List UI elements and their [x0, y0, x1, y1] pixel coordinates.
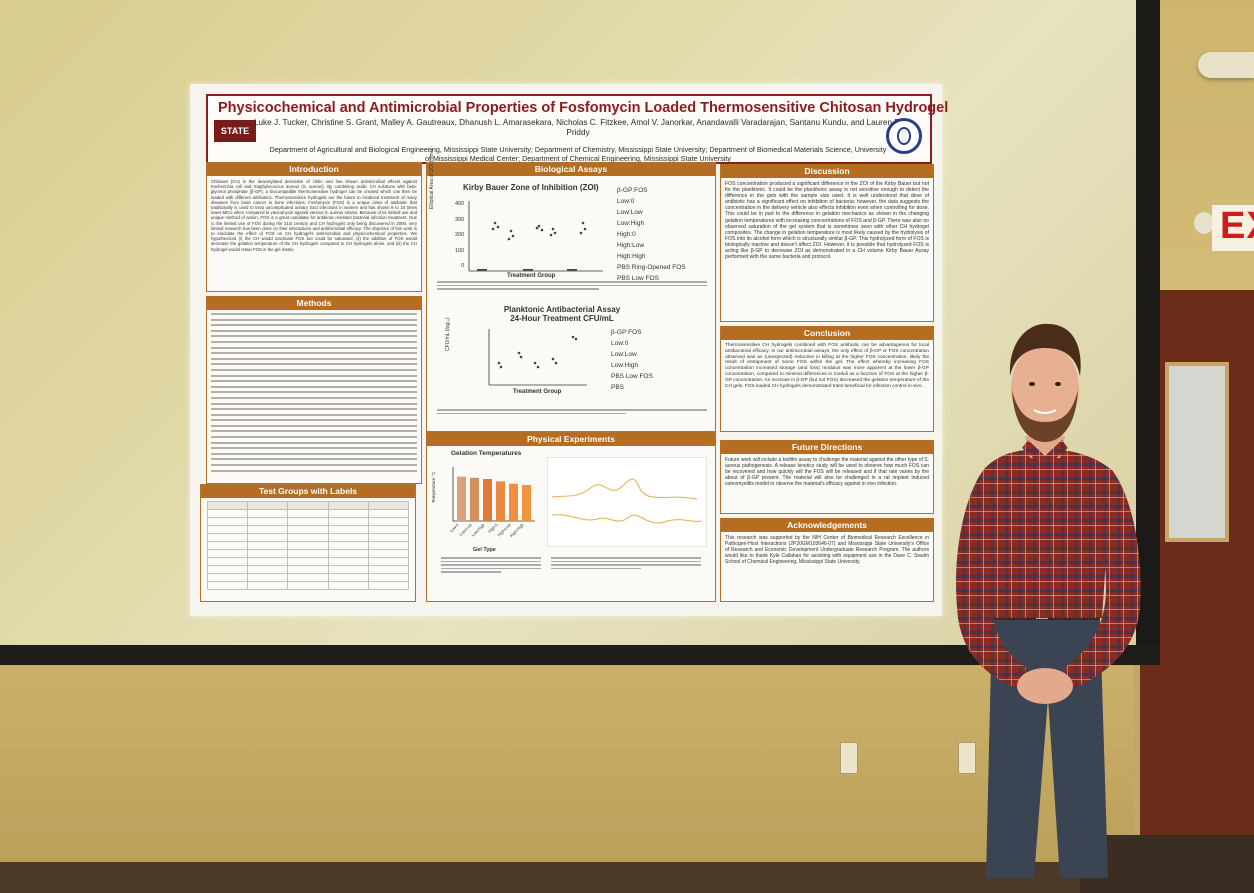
- legend-item: PBS Ring-Opened FOS: [617, 264, 686, 271]
- legend-item: Low:Low: [611, 351, 637, 358]
- gelation-bar: [457, 476, 466, 521]
- methods-text: [211, 313, 417, 472]
- zoi-legend: β-GP:FOS Low:0 Low:Low Low:High High:0 H…: [617, 185, 686, 284]
- gelation-axes: [452, 467, 535, 522]
- conclusion-text: Thermosensitive CH hydrogels combined wi…: [725, 343, 929, 389]
- section-heading: Introduction: [207, 163, 421, 176]
- acknowledgements-text: This research was supported by the NIH C…: [725, 535, 929, 565]
- legend-item: Low:0: [617, 198, 635, 205]
- wall-outlet: [840, 742, 858, 774]
- zoi-caption: [437, 281, 707, 291]
- gelation-bar: [470, 477, 479, 521]
- legend-item: High:0: [617, 231, 636, 238]
- ummc-logo: [886, 118, 922, 154]
- zoi-y-label: Elliptical Area of ZOI (mm²): [429, 148, 435, 209]
- physical-experiments-panel: Physical Experiments Gelation Temperatur…: [426, 432, 716, 602]
- acknowledgements-panel: Acknowledgements This research was suppo…: [720, 518, 934, 602]
- cfu-x-label: Treatment Group: [513, 389, 562, 395]
- screen-bottom-bar: [0, 645, 1160, 665]
- zoi-chart: [468, 201, 603, 272]
- ceiling-light: [1198, 52, 1254, 78]
- poster-title: Physicochemical and Antimicrobial Proper…: [218, 100, 949, 116]
- cfu-chart: [488, 329, 587, 386]
- zoi-y-ticks: 400 300 200 100 0: [455, 197, 464, 275]
- ftir-caption: [551, 557, 701, 569]
- screen-frame: [1136, 0, 1160, 660]
- gelation-caption: [441, 557, 541, 573]
- legend-item: Low:0: [611, 340, 629, 347]
- cfu-legend: β-GP:FOS Low:0 Low:Low Low:High PBS Low …: [611, 327, 653, 393]
- gelation-bar: [522, 485, 531, 521]
- introduction-panel: Introduction Chitosan (CH) is the deacet…: [206, 162, 422, 292]
- y-tick: 300: [455, 216, 465, 223]
- gelation-bar: [483, 479, 492, 521]
- future-directions-panel: Future Directions Future work will inclu…: [720, 440, 934, 514]
- wall-fixture: [1194, 212, 1214, 234]
- gelation-bar: [496, 481, 505, 521]
- gelation-tick-label: Low:0: [449, 522, 461, 534]
- section-heading: Future Directions: [721, 441, 933, 454]
- discussion-text: FOS concentration produced a significant…: [725, 181, 929, 261]
- ftir-spectrum-chart: [547, 457, 707, 547]
- door-window: [1165, 362, 1229, 542]
- poster-authors: Luke J. Tucker, Christine S. Grant, Mall…: [253, 118, 903, 137]
- legend-item: Low:High: [617, 220, 645, 227]
- legend-item: PBS: [611, 384, 625, 391]
- y-tick: 400: [455, 201, 465, 207]
- legend-item: High:High: [617, 253, 646, 260]
- legend-item: PBS Low FOS: [617, 275, 659, 282]
- msu-logo: STATE: [214, 120, 256, 142]
- section-heading: Discussion: [721, 165, 933, 178]
- legend-item: Low:Low: [617, 209, 643, 216]
- legend-item: PBS Low FOS: [611, 373, 653, 380]
- baseboard: [0, 862, 1254, 893]
- floor: [1080, 835, 1254, 893]
- introduction-text: Chitosan (CH) is the deacetylated deriva…: [211, 179, 417, 252]
- section-heading: Methods: [207, 297, 421, 310]
- cfu-caption: [437, 409, 707, 419]
- y-tick: 200: [455, 232, 465, 238]
- zoi-chart-title: Kirby Bauer Zone of Inhibition (ZOI): [463, 183, 599, 192]
- poster-header: STATE Physicochemical and Antimicrobial …: [206, 94, 949, 164]
- methods-panel: Methods: [206, 296, 422, 484]
- gelation-x-label: Gel Type: [473, 547, 496, 553]
- gelation-tick-label: Low:High: [470, 522, 485, 537]
- discussion-panel: Discussion FOS concentration produced a …: [720, 164, 934, 322]
- exit-sign: [1212, 205, 1254, 251]
- wall-outlet: [958, 742, 976, 774]
- section-heading: Test Groups with Labels: [201, 485, 415, 498]
- gelation-bar: [509, 483, 518, 521]
- future-directions-text: Future work will include a biofilm assay…: [725, 457, 929, 487]
- exit-sign-text: EXIT: [1220, 205, 1254, 247]
- cfu-chart-title: Planktonic Antibacterial Assay 24-Hour T…: [503, 305, 621, 323]
- section-heading: Conclusion: [721, 327, 933, 340]
- test-groups-panel: Test Groups with Labels: [200, 484, 416, 602]
- biological-assays-panel: Biological Assays Kirby Bauer Zone of In…: [426, 149, 716, 432]
- section-heading: Biological Assays: [427, 163, 715, 176]
- test-groups-table: [206, 501, 410, 590]
- cfu-y-label: CFU/mL (log₁₀): [445, 317, 451, 351]
- zoi-x-label: Treatment Group: [507, 273, 556, 279]
- presenter-person: [956, 323, 1141, 878]
- legend-item: High:Low: [617, 242, 645, 249]
- conclusion-panel: Conclusion Thermosensitive CH hydrogels …: [720, 326, 934, 432]
- legend-title: β-GP:FOS: [617, 187, 648, 194]
- y-tick: 100: [455, 247, 465, 254]
- poster-affiliation: Department of Agricultural and Biologica…: [269, 145, 887, 163]
- gelation-chart-title: Gelation Temperatures: [451, 450, 522, 457]
- gelation-tick-label: High:High: [509, 522, 525, 538]
- section-heading: Acknowledgements: [721, 519, 933, 532]
- y-tick: 0: [461, 263, 465, 269]
- legend-title: β-GP:FOS: [611, 329, 642, 336]
- legend-item: Low:High: [611, 362, 639, 369]
- gelation-y-label: Temperature °C: [431, 471, 436, 503]
- section-heading: Physical Experiments: [427, 433, 715, 446]
- research-poster: STATE Physicochemical and Antimicrobial …: [190, 84, 949, 616]
